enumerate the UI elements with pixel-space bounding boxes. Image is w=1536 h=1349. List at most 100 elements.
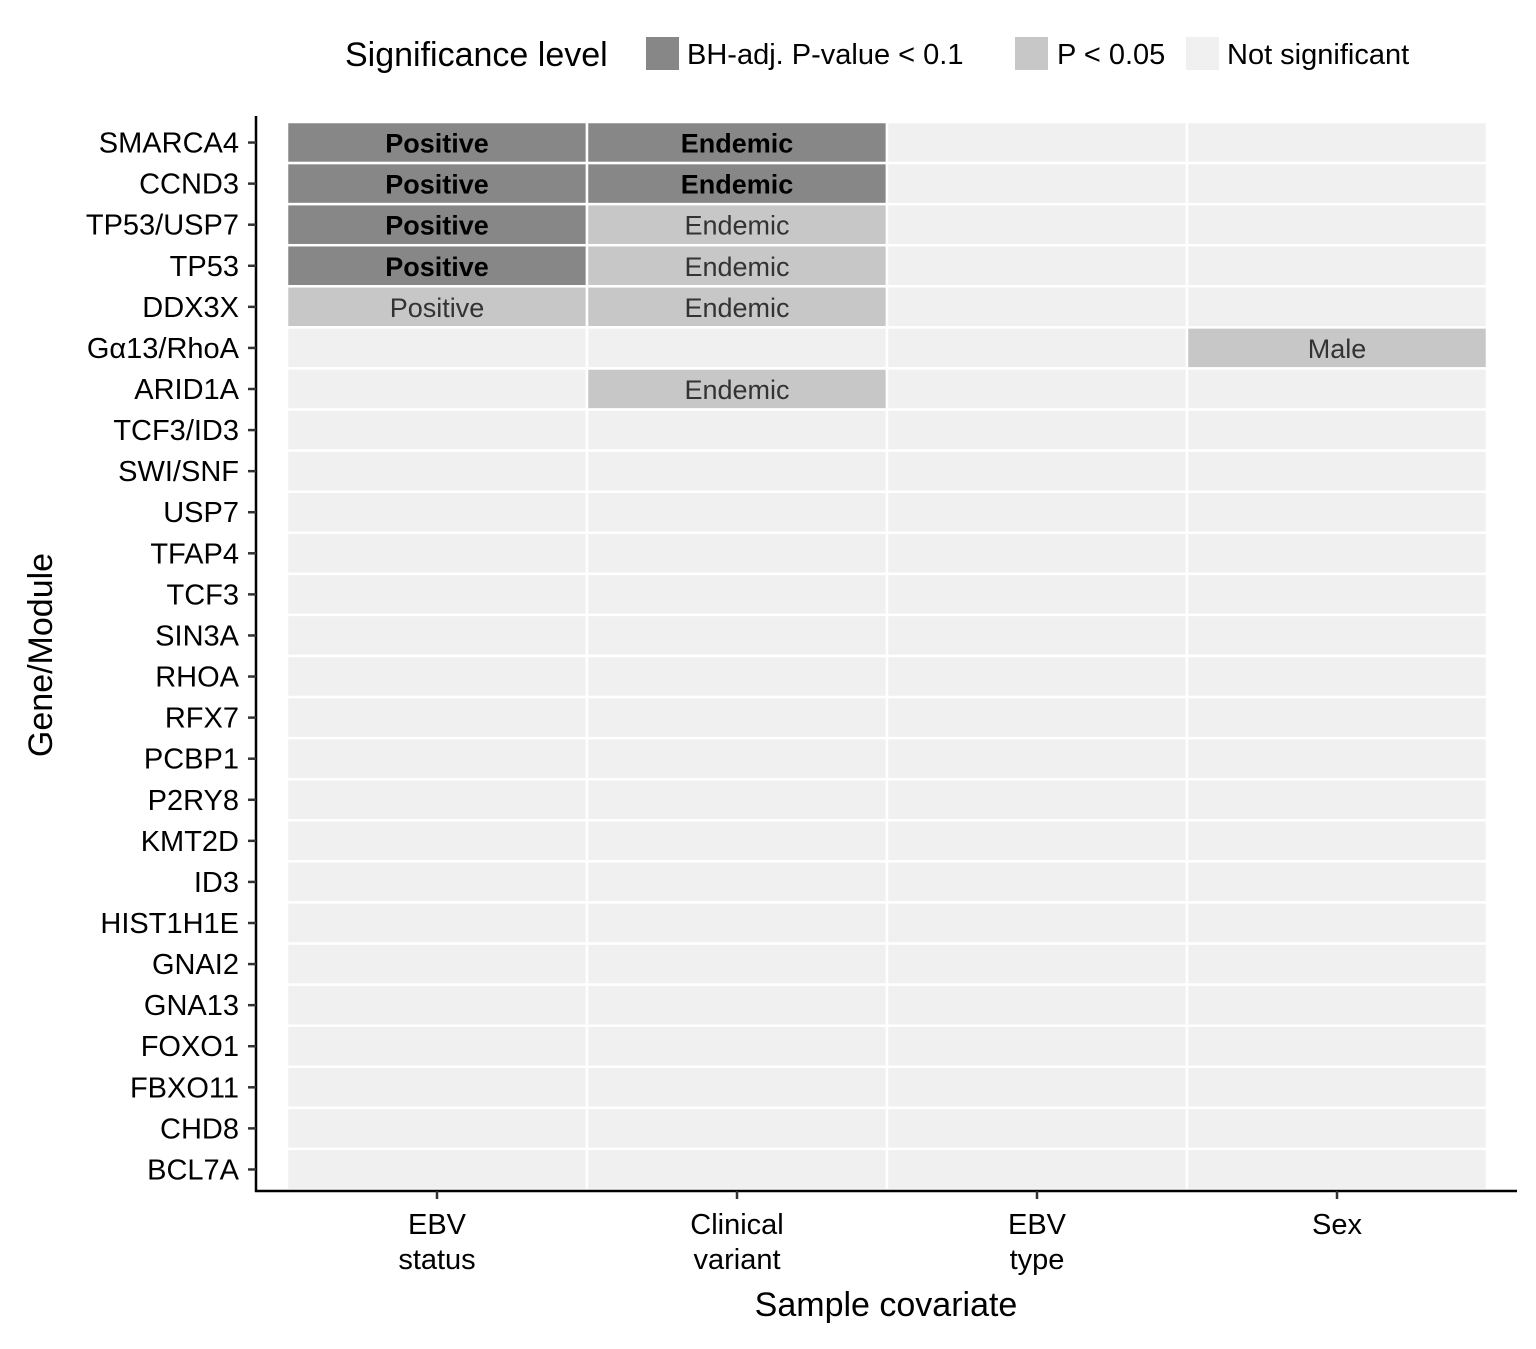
heatmap-cell — [885, 1065, 1189, 1110]
y-tick-label: BCL7A — [147, 1154, 240, 1186]
heatmap-cell — [885, 202, 1189, 247]
y-tick-label: CCND3 — [139, 169, 239, 201]
x-axis-title: Sample covariate — [755, 1286, 1018, 1324]
heatmap-cell — [1185, 161, 1489, 206]
heatmap-cell — [885, 449, 1189, 493]
heatmap-cell — [885, 1147, 1189, 1192]
heatmap-cell — [585, 860, 889, 904]
heatmap-cells: Positive Endemic Positive Endemic Positive En… — [285, 120, 1489, 1192]
y-tick-label: DDX3X — [142, 292, 239, 324]
heatmap-cell — [885, 819, 1189, 863]
heatmap-cell — [1185, 531, 1489, 576]
heatmap-cell — [285, 983, 589, 1027]
heatmap-cell — [885, 161, 1189, 206]
heatmap-cell — [885, 326, 1189, 370]
cell-label: Endemic — [684, 375, 789, 405]
heatmap-cell — [285, 819, 589, 863]
heatmap-cell — [285, 490, 589, 535]
cell-label: Male — [1308, 334, 1367, 364]
heatmap-cell — [285, 572, 589, 617]
y-tick-label: HIST1H1E — [100, 908, 239, 940]
y-tick-label: PCBP1 — [144, 744, 239, 776]
axes: SMARCA4 CCND3 TP53/USP7 TP53 DDX3X Gα13/RhoA A… — [86, 116, 1517, 1276]
y-tick-label: TFAP4 — [150, 538, 239, 570]
heatmap-cell — [885, 243, 1189, 288]
heatmap-cell — [885, 367, 1189, 411]
heatmap-cell — [585, 326, 889, 370]
heatmap-cell — [585, 1065, 889, 1110]
y-tick-label: USP7 — [163, 497, 239, 529]
heatmap-cell — [1185, 490, 1489, 535]
heatmap-cell — [585, 736, 889, 781]
heatmap-cell — [285, 367, 589, 411]
y-tick-label: SWI/SNF — [118, 456, 239, 488]
cell-label: Positive — [390, 293, 485, 323]
heatmap-cell — [885, 1024, 1189, 1069]
heatmap-cell — [585, 695, 889, 740]
heatmap-cell — [585, 490, 889, 535]
heatmap-cell — [285, 1065, 589, 1110]
heatmap-cell — [885, 1106, 1189, 1151]
cell-label: Endemic — [681, 129, 794, 159]
y-tick-label: Gα13/RhoA — [87, 333, 240, 365]
heatmap-cell — [885, 531, 1189, 576]
heatmap-cell — [1185, 777, 1489, 822]
legend: Significance level BH-adj. P-value < 0.1 P… — [345, 36, 1409, 74]
cell-label: Positive — [385, 252, 489, 282]
heatmap-cell — [585, 1106, 889, 1151]
legend-swatch — [1186, 37, 1219, 70]
x-tick-label: Clinical variant — [690, 1209, 783, 1276]
heatmap-cell — [285, 1147, 589, 1192]
heatmap-cell — [1185, 942, 1489, 986]
heatmap-cell — [285, 120, 589, 165]
heatmap-cell — [885, 490, 1189, 535]
heatmap-cell — [285, 408, 589, 452]
heatmap-cell — [285, 777, 589, 822]
heatmap-cell — [285, 326, 589, 370]
heatmap-cell — [285, 860, 589, 904]
x-tick-label: EBV type — [1008, 1209, 1067, 1276]
heatmap-cell — [585, 572, 889, 617]
heatmap-cell — [1185, 983, 1489, 1027]
y-tick-label: ID3 — [194, 867, 239, 899]
heatmap-cell — [285, 449, 589, 493]
heatmap-cell — [285, 736, 589, 781]
heatmap-cell — [585, 202, 889, 247]
heatmap-cell — [885, 285, 1189, 329]
y-tick-label: GNA13 — [144, 990, 239, 1022]
x-tick-label: Sex — [1312, 1209, 1362, 1241]
y-tick-label: KMT2D — [141, 826, 239, 858]
heatmap-cell — [1185, 572, 1489, 617]
heatmap-cell — [585, 408, 889, 452]
heatmap-cell — [285, 531, 589, 576]
heatmap-cell — [1185, 326, 1489, 370]
y-tick-label: RFX7 — [165, 703, 239, 735]
heatmap-cell — [885, 572, 1189, 617]
cell-label: Endemic — [684, 293, 789, 323]
heatmap-cell — [585, 285, 889, 329]
heatmap-cell — [585, 942, 889, 986]
legend-label: P < 0.05 — [1057, 39, 1165, 71]
heatmap-cell — [1185, 1147, 1489, 1192]
heatmap-cell — [285, 942, 589, 986]
y-tick-label: GNAI2 — [152, 949, 239, 981]
heatmap-cell — [885, 695, 1189, 740]
cell-label: Positive — [385, 170, 489, 200]
heatmap-cell — [585, 613, 889, 658]
heatmap-cell — [1185, 202, 1489, 247]
heatmap-cell — [1185, 120, 1489, 165]
heatmap-cell — [885, 942, 1189, 986]
y-tick-label: FOXO1 — [141, 1031, 239, 1063]
heatmap-cell — [885, 983, 1189, 1027]
heatmap-cell — [585, 243, 889, 288]
heatmap-cell — [1185, 736, 1489, 781]
heatmap-cell — [885, 654, 1189, 699]
y-tick-label: TP53 — [170, 251, 239, 283]
heatmap-cell — [285, 901, 589, 945]
heatmap-cell — [1185, 449, 1489, 493]
cell-label: Endemic — [681, 170, 794, 200]
heatmap-cell — [1185, 901, 1489, 945]
heatmap-cell — [885, 736, 1189, 781]
